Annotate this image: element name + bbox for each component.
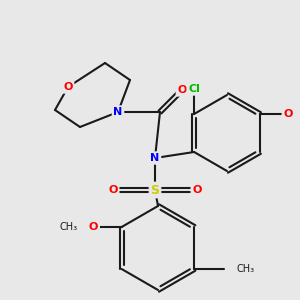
- Text: O: O: [89, 222, 98, 232]
- Text: Cl: Cl: [188, 84, 200, 94]
- Text: O: O: [63, 82, 73, 92]
- Text: O: O: [192, 185, 202, 195]
- Text: CH₃: CH₃: [59, 222, 78, 232]
- Text: CH₃: CH₃: [236, 264, 254, 274]
- Text: S: S: [151, 184, 160, 196]
- Text: N: N: [113, 107, 123, 117]
- Text: O: O: [108, 185, 118, 195]
- Text: O: O: [177, 85, 187, 95]
- Text: N: N: [150, 153, 160, 163]
- Text: O: O: [283, 109, 292, 119]
